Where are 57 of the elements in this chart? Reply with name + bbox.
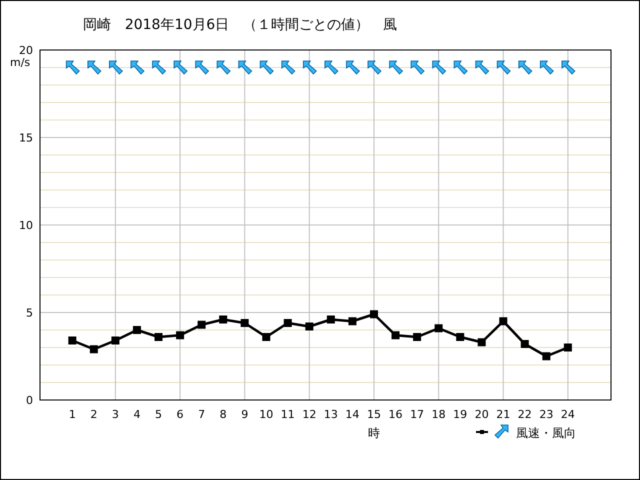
x-tick-label: 24 — [560, 408, 575, 421]
x-tick-label: 15 — [366, 408, 381, 421]
point — [499, 317, 508, 326]
x-tick-label: 17 — [410, 408, 424, 421]
chart-title: 岡崎 2018年10月6日 （１時間ごとの値） 風 — [82, 17, 398, 33]
point — [305, 322, 314, 330]
point — [434, 324, 443, 332]
point — [240, 319, 249, 327]
point — [262, 333, 270, 341]
x-tick-label: 21 — [496, 408, 510, 421]
x-tick-label: 2 — [90, 408, 98, 421]
x-tick-label: 16 — [388, 408, 403, 421]
x-tick-label: 12 — [302, 408, 316, 421]
point — [456, 333, 464, 341]
point — [111, 336, 120, 344]
x-tick-label: 18 — [432, 408, 446, 421]
y-tick-label: 15 — [19, 132, 33, 144]
x-tick-label: 9 — [241, 408, 248, 421]
x-tick-label: 3 — [112, 408, 119, 421]
point — [564, 344, 572, 352]
x-tick-label: 19 — [453, 408, 468, 421]
point — [68, 336, 76, 344]
x-tick-label: 22 — [518, 408, 532, 421]
x-tick-label: 11 — [280, 408, 295, 421]
y-tick-label: 5 — [26, 306, 33, 320]
x-tick-label: 10 — [259, 408, 274, 421]
y-tick-label: 10 — [19, 219, 33, 232]
point — [219, 316, 228, 324]
point — [132, 326, 141, 334]
y-tick-label: 0 — [26, 394, 33, 407]
x-tick-label: 13 — [324, 408, 338, 421]
point — [370, 310, 378, 318]
text: 風速・風向 — [516, 426, 576, 440]
y-tick-label: 20 — [19, 44, 33, 57]
x-tick-label: 20 — [474, 408, 489, 421]
x-axis-title: 時 — [368, 426, 380, 440]
x-tick-label: 7 — [198, 408, 206, 421]
point — [520, 340, 529, 348]
point — [542, 352, 550, 360]
point — [392, 331, 400, 340]
point — [348, 317, 356, 326]
x-tick-label: 14 — [345, 408, 360, 421]
x-tick-label: 6 — [176, 408, 184, 421]
point — [90, 345, 98, 354]
point — [326, 316, 335, 324]
point — [413, 333, 422, 341]
point — [284, 319, 292, 327]
x-tick-label: 8 — [220, 408, 227, 421]
x-tick-label: 23 — [539, 408, 554, 421]
point — [154, 333, 163, 341]
point — [198, 320, 206, 329]
point — [176, 331, 184, 340]
x-tick-label: 5 — [155, 408, 162, 421]
y-axis-title: m/s — [10, 56, 30, 69]
point — [478, 338, 486, 346]
x-tick-label: 4 — [133, 408, 140, 421]
x-tick-label: 1 — [68, 408, 76, 421]
